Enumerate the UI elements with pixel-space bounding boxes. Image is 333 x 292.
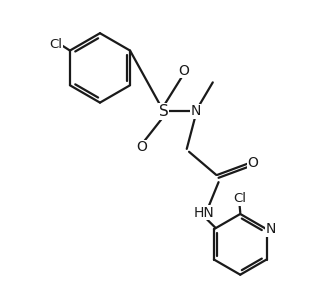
Text: Cl: Cl (233, 192, 246, 206)
Text: N: N (190, 104, 200, 118)
Text: O: O (137, 140, 148, 154)
Text: Cl: Cl (50, 38, 63, 51)
Text: O: O (178, 64, 189, 78)
Text: O: O (247, 156, 258, 170)
Text: N: N (266, 222, 276, 236)
Text: HN: HN (194, 206, 214, 220)
Text: S: S (159, 104, 168, 119)
